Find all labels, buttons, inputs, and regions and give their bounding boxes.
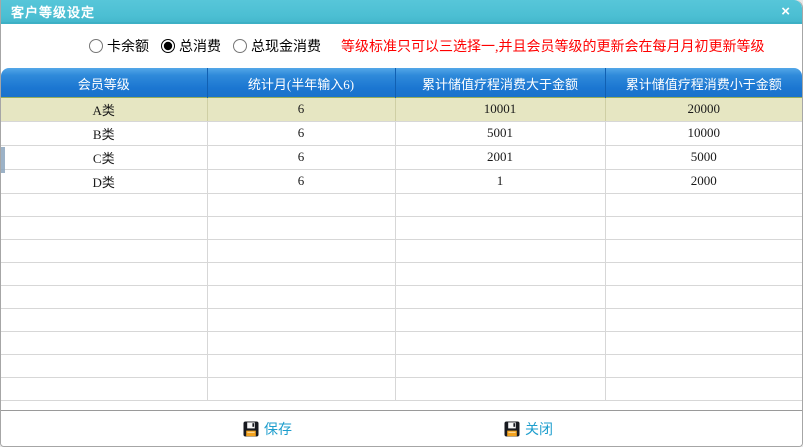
grid-cell[interactable] [604,308,802,332]
grid-cell[interactable] [394,331,606,355]
grid-cell[interactable]: 10001 [394,96,606,122]
grid-cell[interactable] [1,262,208,286]
radio-total-cash-consumption[interactable]: 总现金消费 [233,36,321,56]
close-floppy-icon [504,421,520,437]
table-row [1,239,802,263]
grid-cell[interactable]: B类 [1,121,208,146]
grid-cell[interactable]: A类 [1,96,208,122]
save-floppy-icon [243,421,259,437]
table-row: A类 6 10001 20000 [1,96,802,122]
grid-cell[interactable]: 5001 [394,121,606,146]
grid-cell[interactable] [206,331,396,355]
radio-total-consumption-input[interactable] [161,39,175,53]
grid-cell[interactable] [394,308,606,332]
grid-cell[interactable] [604,216,802,240]
radio-total-consumption[interactable]: 总消费 [161,36,221,56]
grid-cell[interactable] [604,193,802,217]
grid-cell[interactable] [1,377,208,401]
save-button-label: 保存 [264,423,292,438]
table-row [1,216,802,240]
grid-cell[interactable] [206,239,396,263]
grid-cell[interactable] [206,216,396,240]
table-row [1,308,802,332]
grid-cell[interactable]: 6 [206,145,396,170]
level-type-options: 卡余额 总消费 总现金消费 等级标准只可以三选择一,并且会员等级的更新会在每月月… [1,24,802,68]
table-row [1,377,802,401]
grid-cell[interactable] [1,354,208,378]
grid-body: A类 6 10001 20000 B类 6 5001 10000 C类 6 2001 5000 D类 6 1… [1,96,802,401]
grid-cell[interactable] [206,193,396,217]
col-header-consume-greater: 累计储值疗程消费大于金额 [395,68,606,97]
grid-cell[interactable] [604,239,802,263]
grid-cell[interactable]: 2001 [394,145,606,170]
close-icon[interactable]: × [781,2,790,20]
window-edge-notch [1,147,5,173]
grid-cell[interactable] [206,285,396,309]
grid-cell[interactable]: 5000 [604,145,802,170]
grid-cell[interactable] [206,262,396,286]
table-row: B类 6 5001 10000 [1,121,802,146]
radio-card-balance-input[interactable] [89,39,103,53]
grid-cell[interactable]: 6 [206,96,396,122]
radio-total-cash-consumption-input[interactable] [233,39,247,53]
grid-cell[interactable] [1,285,208,309]
grid-cell[interactable] [604,262,802,286]
radio-card-balance-label: 卡余额 [107,40,149,55]
grid-cell[interactable]: C类 [1,145,208,170]
grid-cell[interactable] [604,331,802,355]
col-header-consume-less: 累计储值疗程消费小于金额 [605,68,802,97]
save-button[interactable]: 保存 [243,419,292,439]
grid-cell[interactable] [1,308,208,332]
col-header-member-level: 会员等级 [1,68,208,97]
table-row [1,331,802,355]
close-button-label: 关闭 [525,423,553,438]
grid-cell[interactable] [1,239,208,263]
table-row [1,193,802,217]
grid-cell[interactable] [394,239,606,263]
radio-card-balance[interactable]: 卡余额 [89,36,149,56]
grid-cell[interactable]: 10000 [604,121,802,146]
grid-cell[interactable] [394,216,606,240]
table-row: C类 6 2001 5000 [1,145,802,170]
grid-cell[interactable] [394,377,606,401]
rule-warning-text: 等级标准只可以三选择一,并且会员等级的更新会在每月月初更新等级 [341,40,765,55]
grid-cell[interactable] [206,354,396,378]
grid-cell[interactable]: 1 [394,169,606,194]
grid-cell[interactable] [604,377,802,401]
grid-cell[interactable] [604,354,802,378]
radio-total-cash-consumption-label: 总现金消费 [251,40,321,55]
grid-cell[interactable] [206,377,396,401]
col-header-stat-month: 统计月(半年输入6) [207,68,396,97]
table-row [1,262,802,286]
grid-cell[interactable]: D类 [1,169,208,194]
grid-cell[interactable] [1,331,208,355]
dialog-footer: 保存 关闭 [1,411,802,446]
grid-cell[interactable] [394,262,606,286]
grid-cell[interactable] [394,354,606,378]
grid-header-row: 会员等级 统计月(半年输入6) 累计储值疗程消费大于金额 累计储值疗程消费小于金… [1,68,802,97]
grid-cell[interactable] [1,193,208,217]
table-row [1,354,802,378]
grid-cell[interactable] [394,193,606,217]
grid-cell[interactable]: 20000 [604,96,802,122]
grid-cell[interactable]: 6 [206,121,396,146]
dialog-titlebar: 客户等级设定 × [1,0,802,24]
dialog-title: 客户等级设定 [11,4,96,20]
close-button[interactable]: 关闭 [504,419,553,439]
grid-cell[interactable]: 6 [206,169,396,194]
grid-cell[interactable] [604,285,802,309]
radio-total-consumption-label: 总消费 [179,40,221,55]
grid-cell[interactable] [394,285,606,309]
table-row: D类 6 1 2000 [1,169,802,194]
grid-cell[interactable]: 2000 [604,169,802,194]
grid-cell[interactable] [206,308,396,332]
level-grid: 会员等级 统计月(半年输入6) 累计储值疗程消费大于金额 累计储值疗程消费小于金… [1,68,802,411]
grid-cell[interactable] [1,216,208,240]
table-row [1,285,802,309]
